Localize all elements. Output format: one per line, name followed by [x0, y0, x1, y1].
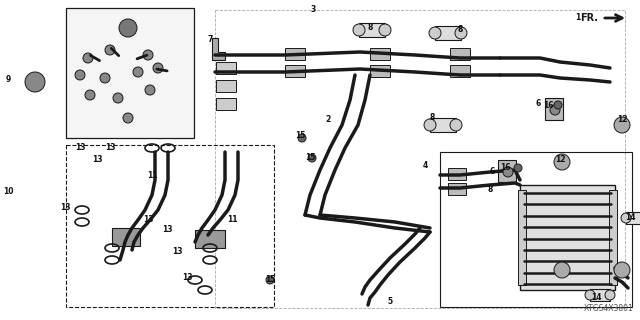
Circle shape — [153, 63, 163, 73]
Circle shape — [143, 50, 153, 60]
Text: 13: 13 — [75, 143, 85, 153]
Circle shape — [450, 119, 462, 131]
Bar — [450, 65, 470, 77]
Bar — [195, 230, 225, 248]
Text: 14: 14 — [625, 213, 636, 222]
Text: 15: 15 — [305, 153, 315, 162]
Bar — [520, 185, 615, 290]
Circle shape — [554, 262, 570, 278]
Circle shape — [145, 85, 155, 95]
Circle shape — [614, 262, 630, 278]
Circle shape — [605, 290, 615, 300]
Text: 13: 13 — [182, 274, 192, 283]
Text: 16: 16 — [500, 164, 510, 172]
Text: 9: 9 — [5, 76, 11, 84]
Bar — [216, 98, 236, 110]
Bar — [590, 289, 610, 301]
Bar — [518, 190, 526, 285]
Circle shape — [514, 164, 522, 172]
Text: XTGS4X3801: XTGS4X3801 — [584, 304, 634, 313]
Text: 6: 6 — [490, 167, 495, 177]
Circle shape — [550, 105, 560, 115]
Text: 13: 13 — [105, 143, 115, 153]
Circle shape — [123, 113, 133, 123]
Text: 16: 16 — [543, 101, 553, 110]
Text: 2: 2 — [325, 116, 331, 124]
Text: 8: 8 — [487, 186, 493, 195]
Bar — [370, 65, 390, 77]
Circle shape — [266, 276, 274, 284]
Circle shape — [113, 93, 123, 103]
Bar — [112, 228, 140, 246]
Bar — [435, 26, 461, 40]
Text: 13: 13 — [60, 204, 70, 212]
Text: 5: 5 — [387, 298, 392, 307]
Bar — [359, 23, 385, 37]
Circle shape — [298, 134, 306, 142]
Circle shape — [503, 167, 513, 177]
Circle shape — [133, 67, 143, 77]
Circle shape — [379, 24, 391, 36]
Text: 14: 14 — [591, 292, 601, 301]
Circle shape — [554, 154, 570, 170]
Bar — [66, 145, 274, 307]
Circle shape — [554, 101, 562, 109]
Bar — [545, 98, 563, 120]
Circle shape — [585, 290, 595, 300]
Text: 15: 15 — [295, 131, 305, 140]
Bar — [498, 160, 516, 182]
Text: 8: 8 — [367, 23, 372, 33]
Circle shape — [85, 90, 95, 100]
Text: 3: 3 — [310, 5, 316, 14]
Bar — [285, 48, 305, 60]
Text: 15: 15 — [265, 276, 275, 284]
Text: 11: 11 — [147, 172, 157, 180]
Polygon shape — [212, 38, 225, 60]
Circle shape — [25, 72, 45, 92]
Text: 8: 8 — [429, 114, 435, 123]
Text: 4: 4 — [422, 161, 428, 170]
Circle shape — [621, 213, 631, 223]
Bar — [28, 76, 42, 86]
Text: 1: 1 — [575, 13, 580, 22]
Text: 8: 8 — [458, 26, 463, 35]
Circle shape — [83, 53, 93, 63]
Circle shape — [119, 19, 137, 37]
Circle shape — [353, 24, 365, 36]
Text: 12: 12 — [617, 116, 627, 124]
Text: 12: 12 — [555, 156, 565, 164]
Bar — [448, 183, 466, 195]
Circle shape — [455, 27, 467, 39]
Bar — [370, 48, 390, 60]
Circle shape — [614, 117, 630, 133]
Bar — [66, 8, 194, 138]
Circle shape — [308, 154, 316, 162]
Bar — [216, 62, 236, 74]
Text: 10: 10 — [3, 188, 13, 196]
Bar — [609, 190, 617, 285]
Text: 7: 7 — [207, 36, 212, 44]
Bar — [285, 65, 305, 77]
Text: 13: 13 — [143, 215, 153, 225]
Text: 13: 13 — [172, 247, 182, 257]
Text: 11: 11 — [227, 215, 237, 225]
Text: FR.: FR. — [580, 13, 598, 23]
Text: 6: 6 — [536, 99, 541, 108]
Bar — [216, 80, 236, 92]
Text: 13: 13 — [162, 226, 172, 235]
Bar — [626, 212, 640, 224]
Bar — [430, 118, 456, 132]
Bar — [450, 48, 470, 60]
Circle shape — [429, 27, 441, 39]
Bar — [448, 168, 466, 180]
Text: 13: 13 — [92, 156, 102, 164]
Circle shape — [75, 70, 85, 80]
Circle shape — [100, 73, 110, 83]
Circle shape — [105, 45, 115, 55]
Bar — [440, 152, 632, 307]
Circle shape — [424, 119, 436, 131]
